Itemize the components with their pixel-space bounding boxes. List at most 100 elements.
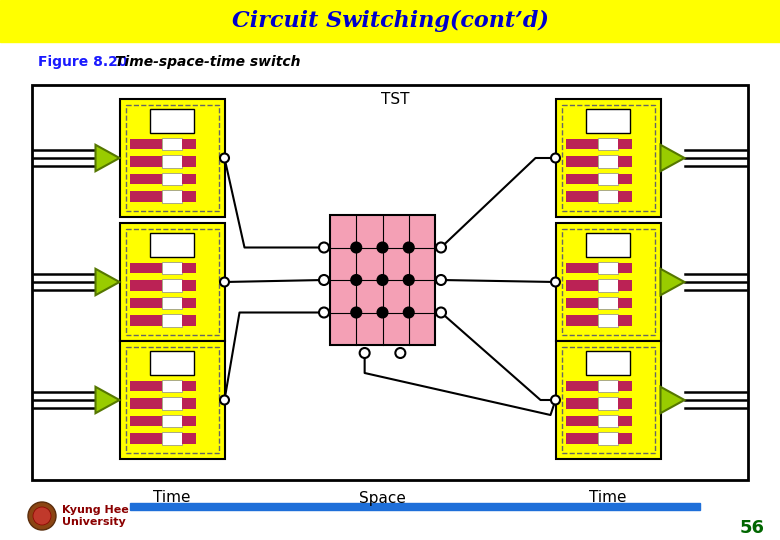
Bar — [130, 398, 161, 409]
Bar — [619, 416, 632, 426]
Bar — [330, 215, 435, 345]
Bar — [562, 347, 654, 453]
Circle shape — [319, 275, 329, 285]
Text: TST: TST — [381, 92, 410, 107]
Bar — [597, 155, 619, 167]
Circle shape — [319, 307, 329, 318]
Bar — [161, 397, 183, 409]
Bar — [130, 433, 161, 444]
Bar — [586, 351, 630, 375]
Circle shape — [404, 242, 413, 253]
Bar — [586, 109, 630, 133]
Bar — [161, 155, 183, 167]
Bar — [161, 190, 183, 202]
Bar — [566, 416, 597, 426]
Bar — [161, 415, 183, 427]
Bar — [619, 262, 632, 273]
Circle shape — [378, 307, 388, 318]
Bar — [130, 156, 161, 166]
Bar — [619, 433, 632, 444]
Circle shape — [436, 275, 446, 285]
Bar — [597, 415, 619, 427]
Bar — [555, 99, 661, 217]
Bar — [555, 223, 661, 341]
Circle shape — [436, 242, 446, 253]
Bar — [562, 229, 654, 335]
Bar — [183, 381, 196, 391]
Polygon shape — [95, 145, 119, 171]
Bar — [566, 298, 597, 308]
Bar — [183, 280, 196, 291]
Bar — [566, 280, 597, 291]
Bar — [130, 315, 161, 326]
Bar — [32, 85, 748, 480]
Bar — [555, 341, 661, 459]
Text: Space: Space — [359, 490, 406, 505]
Bar — [130, 298, 161, 308]
Circle shape — [220, 278, 229, 287]
Circle shape — [378, 275, 388, 285]
Bar — [619, 381, 632, 391]
Bar — [562, 105, 654, 211]
Text: Circuit Switching(cont’d): Circuit Switching(cont’d) — [232, 10, 548, 32]
Bar — [183, 191, 196, 202]
Bar — [126, 347, 218, 453]
Text: Time: Time — [153, 490, 191, 505]
Circle shape — [551, 153, 560, 163]
Polygon shape — [95, 387, 119, 413]
Bar — [597, 314, 619, 327]
Bar — [597, 261, 619, 274]
Bar — [619, 156, 632, 166]
Bar — [130, 503, 700, 510]
Bar — [161, 433, 183, 445]
Bar — [130, 139, 161, 149]
Polygon shape — [661, 145, 685, 171]
Bar — [619, 315, 632, 326]
Bar — [183, 298, 196, 308]
Circle shape — [436, 307, 446, 318]
Text: Kyung Hee: Kyung Hee — [62, 505, 129, 515]
Polygon shape — [661, 269, 685, 295]
Bar — [161, 279, 183, 292]
Bar — [586, 233, 630, 256]
Bar — [161, 138, 183, 150]
Bar — [130, 280, 161, 291]
Circle shape — [551, 278, 560, 287]
Bar — [0, 0, 780, 42]
Bar — [597, 279, 619, 292]
Polygon shape — [661, 387, 685, 413]
Bar — [161, 297, 183, 309]
Circle shape — [220, 153, 229, 163]
Polygon shape — [95, 269, 119, 295]
Bar — [130, 174, 161, 184]
Bar — [619, 139, 632, 149]
Bar — [597, 190, 619, 202]
Bar — [183, 139, 196, 149]
Bar — [161, 380, 183, 392]
Circle shape — [220, 395, 229, 404]
Bar — [566, 139, 597, 149]
Bar — [161, 314, 183, 327]
Text: Time: Time — [589, 490, 627, 505]
Circle shape — [28, 502, 56, 530]
Bar — [150, 233, 194, 256]
Bar — [597, 433, 619, 445]
Bar — [566, 174, 597, 184]
Bar — [183, 416, 196, 426]
Bar — [161, 261, 183, 274]
Circle shape — [351, 307, 361, 318]
Text: Figure 8.20: Figure 8.20 — [38, 55, 127, 69]
Bar — [183, 156, 196, 166]
Bar — [619, 280, 632, 291]
Bar — [619, 191, 632, 202]
Circle shape — [319, 242, 329, 253]
Bar — [150, 351, 194, 375]
Circle shape — [404, 275, 413, 285]
Bar — [126, 105, 218, 211]
Circle shape — [351, 242, 361, 253]
Bar — [183, 315, 196, 326]
Text: Time-space-time switch: Time-space-time switch — [115, 55, 300, 69]
Circle shape — [360, 348, 370, 358]
Bar — [566, 315, 597, 326]
Bar — [619, 398, 632, 409]
